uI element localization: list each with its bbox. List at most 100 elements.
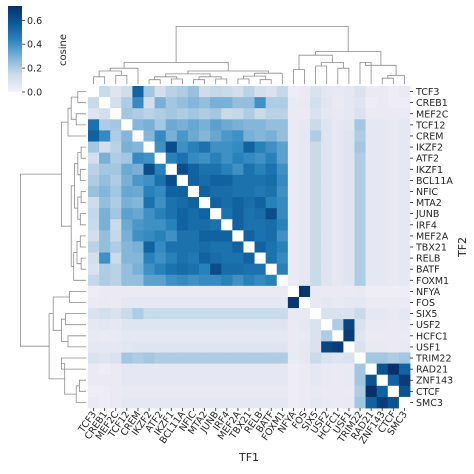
heatmap-cell [376, 308, 389, 320]
heatmap-cell [287, 130, 300, 142]
heatmap-cell [221, 185, 233, 198]
heatmap-cell [121, 285, 133, 298]
heatmap-cell [121, 119, 133, 131]
heatmap-cell [110, 174, 122, 187]
heatmap-cell [254, 108, 267, 120]
heatmap-cell [298, 219, 311, 231]
heatmap-cell [387, 308, 400, 320]
heatmap-cell [310, 396, 322, 409]
heatmap-cell [354, 296, 366, 309]
heatmap-cell [276, 241, 289, 253]
heatmap-cell [276, 185, 289, 198]
heatmap-cell [276, 396, 289, 409]
heatmap-cell [232, 308, 244, 320]
heatmap-cell [332, 185, 344, 198]
heatmap-cell [265, 208, 278, 220]
heatmap-cell [143, 163, 156, 176]
heatmap-cell [254, 185, 267, 198]
heatmap-cell [143, 108, 156, 120]
heatmap-cell [187, 296, 200, 309]
heatmap-cell [88, 374, 100, 387]
column-tick-labels: TCF3CREB1MEF2CTCF12CREMIKZF2ATF2IKZF1BCL… [76, 408, 410, 446]
heatmap-cell [310, 230, 322, 242]
heatmap-cell [310, 263, 322, 276]
heatmap-cell [365, 97, 378, 109]
heatmap-cell [376, 219, 389, 231]
heatmap-cell [243, 308, 255, 320]
heatmap-cell [132, 230, 144, 242]
heatmap-cell [99, 208, 111, 220]
heatmap-cell [232, 341, 244, 353]
heatmap-cell [265, 185, 278, 198]
heatmap-cell [276, 252, 289, 265]
heatmap-cell [398, 97, 411, 109]
heatmap-cell [232, 163, 244, 176]
heatmap-cell [254, 219, 267, 231]
heatmap-cell [365, 263, 378, 276]
heatmap-cell [99, 86, 111, 98]
heatmap-cell [254, 352, 267, 364]
heatmap-cell [88, 263, 100, 276]
heatmap-cell [143, 230, 156, 242]
heatmap-cell [398, 208, 411, 220]
heatmap-cell [187, 174, 200, 187]
heatmap-cell [210, 141, 222, 154]
heatmap-cell [199, 385, 211, 398]
heatmap-cell [221, 363, 233, 376]
heatmap-cell [254, 152, 267, 165]
heatmap-cell [398, 341, 411, 353]
heatmap-cell [310, 108, 322, 120]
colorbar-tick-label: 0.4 [27, 40, 42, 51]
heatmap-cell [343, 352, 355, 364]
heatmap-cell [376, 108, 389, 120]
heatmap-cell [276, 97, 289, 109]
heatmap-cell [254, 141, 267, 154]
heatmap-cell [243, 130, 255, 142]
heatmap-cell [276, 263, 289, 276]
heatmap-cell [88, 185, 100, 198]
heatmap-cell [187, 163, 200, 176]
row-dendrogram-link [20, 173, 62, 347]
heatmap-cell [210, 385, 222, 398]
heatmap-cell [332, 319, 344, 331]
heatmap-cell [354, 308, 366, 320]
heatmap-cell [176, 152, 189, 165]
heatmap-cell [365, 274, 378, 287]
heatmap-cell [165, 252, 178, 265]
heatmap-cell [165, 219, 178, 231]
heatmap-cell [99, 97, 111, 109]
heatmap-cell [232, 319, 244, 331]
heatmap-cell [243, 341, 255, 353]
heatmap-cell [88, 385, 100, 398]
heatmap-cell [165, 274, 178, 287]
row-dendrogram-link [79, 168, 86, 181]
heatmap-cell [365, 185, 378, 198]
heatmap-cell [121, 274, 133, 287]
heatmap-cell [199, 152, 211, 165]
heatmap-cell [99, 274, 111, 287]
heatmap-cell [332, 374, 344, 387]
heatmap-cell [176, 208, 189, 220]
heatmap-cell [199, 208, 211, 220]
heatmap-cell [232, 208, 244, 220]
heatmap-cell [232, 252, 244, 265]
heatmap-cell [221, 230, 233, 242]
heatmap-cell [210, 86, 222, 98]
heatmap-cell [310, 97, 322, 109]
heatmap-cell [254, 174, 267, 187]
column-dendrogram-link [175, 26, 349, 63]
heatmap-cell [276, 308, 289, 320]
heatmap-cell [165, 197, 178, 209]
heatmap-cell [265, 385, 278, 398]
row-dendrogram-link [69, 291, 86, 303]
heatmap-cell [398, 374, 411, 387]
row-dendrogram-link [65, 313, 86, 326]
heatmap-cell [287, 352, 300, 364]
heatmap-cell [332, 363, 344, 376]
heatmap-cell [143, 130, 156, 142]
heatmap-cell [176, 108, 189, 120]
heatmap-cell [143, 396, 156, 409]
heatmap-cell [132, 263, 144, 276]
heatmap-cell [132, 252, 144, 265]
heatmap-cell [232, 174, 244, 187]
